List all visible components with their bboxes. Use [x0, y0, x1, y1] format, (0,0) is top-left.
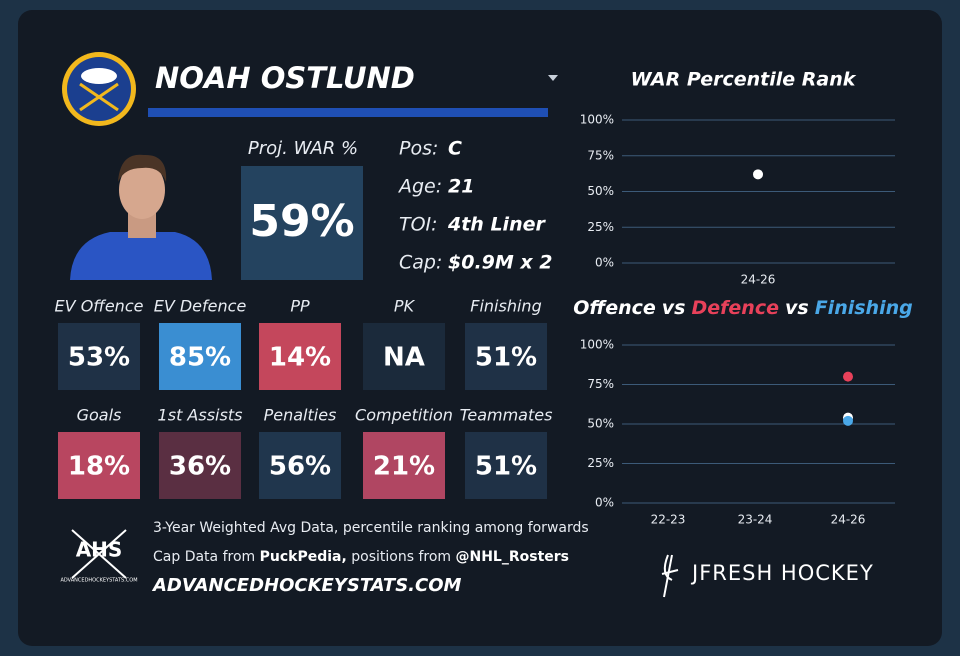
- tile-value: 14%: [269, 343, 331, 373]
- tile-box: [363, 323, 445, 390]
- tile-box: [465, 432, 547, 499]
- info-value: 21: [448, 176, 474, 198]
- info-value: 4th Liner: [447, 214, 546, 236]
- ahs-logo: AHS ADVANCEDHOCKEYSTATS.COM: [60, 529, 138, 584]
- cap-prefix: Cap Data from: [153, 549, 255, 565]
- y-tick-label: 100%: [580, 338, 614, 352]
- footer-site: ADVANCEDHOCKEYSTATS.COM: [151, 575, 462, 596]
- point: [753, 169, 763, 180]
- name-underline: [148, 108, 548, 117]
- info-key: Pos:: [399, 138, 438, 160]
- tile-box: [465, 323, 547, 390]
- pos-prefix: positions from: [351, 549, 451, 565]
- tile-label: Goals: [77, 406, 122, 425]
- chart-title: WAR Percentile Rank: [631, 69, 857, 91]
- proj-war-value: 59%: [249, 196, 354, 247]
- tile-box: [58, 432, 140, 499]
- info-key: TOI:: [399, 214, 438, 236]
- tile-label: Competition: [355, 406, 453, 425]
- brand-name: JFRESH HOCKEY: [690, 561, 874, 585]
- tile-label: EV Offence: [55, 297, 144, 316]
- point: [843, 371, 853, 382]
- x-tick-label: 22-23: [651, 513, 686, 527]
- brand-logo: [661, 554, 679, 598]
- y-tick-label: 25%: [587, 456, 614, 470]
- tile-label: EV Defence: [154, 297, 247, 316]
- tile-label: PK: [394, 297, 416, 316]
- tile-value: 18%: [68, 452, 130, 482]
- proj-war-box: [241, 166, 363, 280]
- info-value: C: [448, 138, 462, 160]
- title-series: Defence: [692, 297, 780, 319]
- y-tick-label: 50%: [587, 417, 614, 431]
- title-series: Finishing: [815, 297, 913, 319]
- y-tick-label: 0%: [595, 256, 614, 270]
- tile-value: 56%: [269, 452, 331, 482]
- y-tick-label: 25%: [587, 220, 614, 234]
- tiles: EV Offence 53% EV Defence 85% PP 14% PK NA Finis…: [55, 297, 553, 499]
- proj-war-label: Proj. WAR %: [248, 138, 358, 159]
- point: [843, 415, 853, 426]
- info-key: Age:: [397, 176, 442, 198]
- tile-box: [259, 323, 341, 390]
- y-tick-label: 75%: [587, 148, 614, 162]
- x-tick-label: 24-26: [831, 513, 866, 527]
- tile-value: 85%: [169, 343, 231, 373]
- x-tick-label: 24-26: [741, 273, 776, 287]
- tile-value: 36%: [169, 452, 231, 482]
- tile-label: PP: [290, 297, 310, 316]
- logo-sword: [79, 82, 119, 112]
- player-name: NOAH OSTLUND: [155, 61, 415, 95]
- x-tick-label: 23-24: [738, 513, 773, 527]
- tile-box: [159, 432, 241, 499]
- title-series: Offence: [573, 297, 656, 319]
- cap-source: PuckPedia,: [260, 549, 347, 565]
- y-tick-label: 0%: [595, 496, 614, 510]
- tile-value: NA: [383, 343, 425, 373]
- chart-title: Offence vs Defence vs Finishing: [573, 297, 912, 319]
- pos-source: @NHL_Rosters: [455, 549, 569, 565]
- ahs-logo-small: ADVANCEDHOCKEYSTATS.COM: [60, 578, 137, 584]
- player-photo: [70, 154, 212, 280]
- ahs-logo-text: AHS: [76, 538, 123, 562]
- tile-label: 1st Assists: [158, 406, 243, 425]
- tile-label: Teammates: [460, 406, 553, 425]
- tile-value: 21%: [373, 452, 435, 482]
- footer-note: 3-Year Weighted Avg Data, percentile ran…: [153, 520, 589, 536]
- tile-label: Penalties: [264, 406, 337, 425]
- tile-box: [363, 432, 445, 499]
- tile-value: 53%: [68, 343, 130, 373]
- team-logo-inner: [67, 57, 131, 121]
- info-value: $0.9M x 2: [448, 252, 553, 274]
- title-joiner: vs: [785, 297, 809, 319]
- tile-box: [259, 432, 341, 499]
- dropdown-arrow[interactable]: [548, 75, 558, 81]
- y-tick-label: 50%: [587, 184, 614, 198]
- tile-label: Finishing: [470, 297, 541, 316]
- tile-value: 51%: [475, 343, 537, 373]
- y-tick-label: 100%: [580, 113, 614, 127]
- footer-sources: Cap Data from PuckPedia, positions from …: [153, 549, 569, 565]
- info-key: Cap:: [399, 252, 442, 274]
- title-joiner: vs: [662, 297, 686, 319]
- tile-box: [58, 323, 140, 390]
- tile-box: [159, 323, 241, 390]
- tile-value: 51%: [475, 452, 537, 482]
- logo-buffalo: [81, 68, 117, 84]
- y-tick-label: 75%: [587, 377, 614, 391]
